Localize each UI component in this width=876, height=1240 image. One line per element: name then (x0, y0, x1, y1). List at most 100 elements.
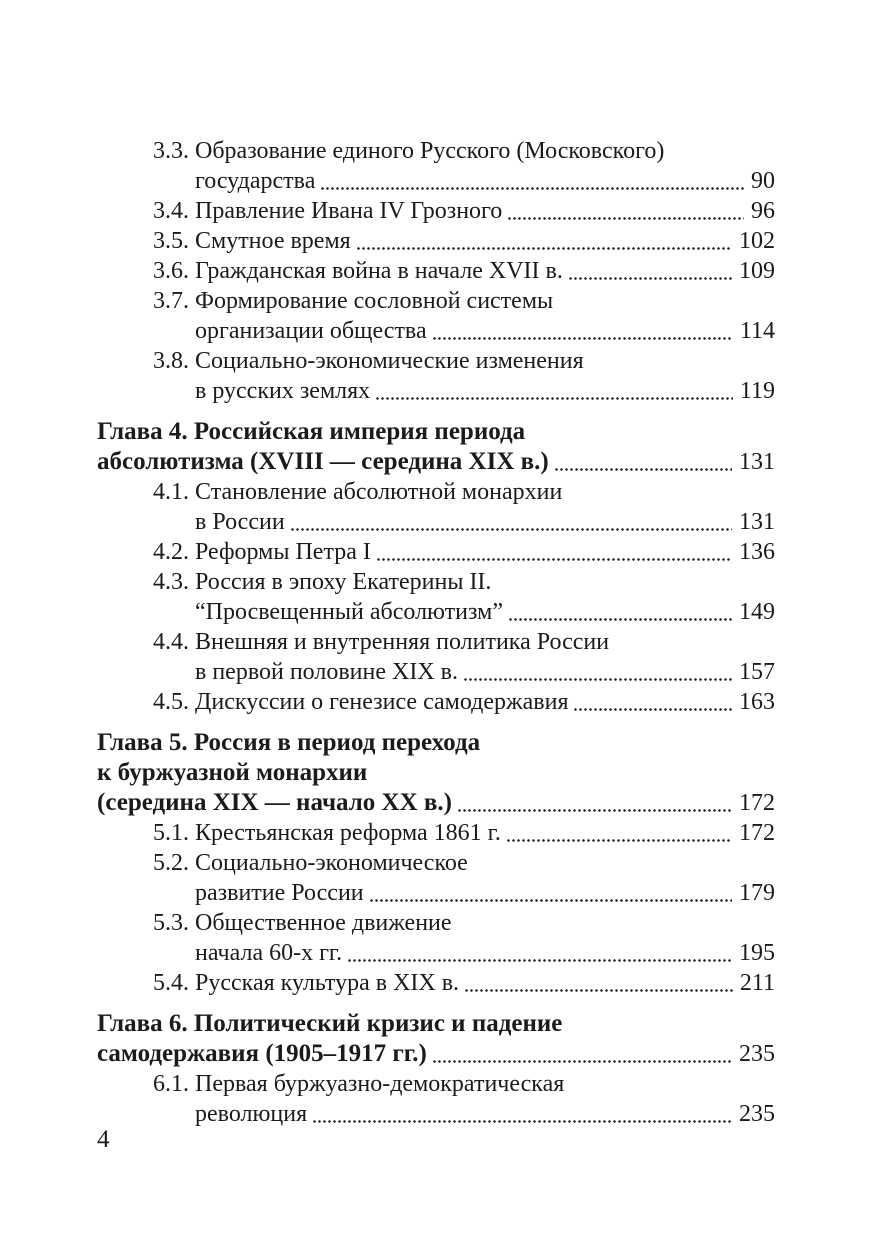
dot-leader (375, 386, 733, 406)
toc-entry-number: 5.1. (153, 820, 189, 846)
toc-line: 4.4. Внешняя и внутренняя политика России (153, 627, 775, 657)
toc-line: 3.5. Смутное время 102 (153, 226, 775, 256)
table-of-contents: 3.3. Образование единого Русского (Москов… (97, 136, 775, 1129)
toc-entry-title: развитие России (195, 880, 364, 906)
toc-entry-title: Реформы Петра I (195, 539, 371, 565)
toc-entry-number: 4.5. (153, 689, 189, 715)
toc-entry-title: к буржуазной монархии (97, 759, 368, 786)
toc-sub-entry: 3.7. Формирование сословной системы органи… (153, 286, 775, 346)
toc-entry-title: Социально-экономическое (195, 850, 468, 876)
toc-line: развитие России 179 (153, 878, 775, 908)
toc-entry-title: Правление Ивана IV Грозного (195, 198, 503, 224)
dot-leader (507, 607, 732, 627)
toc-entry-number: 5.3. (153, 910, 189, 936)
toc-page-number: 163 (739, 689, 775, 715)
dot-leader (505, 828, 732, 848)
toc-line: 5.4. Русская культура в XIX в. 211 (153, 968, 775, 998)
toc-entry-title: начала 60-х гг. (195, 940, 343, 966)
toc-entry-title: организации общества (195, 318, 427, 344)
toc-page-number: 235 (739, 1041, 775, 1067)
toc-entry-title: Социально-экономические изменения (195, 348, 584, 374)
toc-line: 4.1. Становление абсолютной монархии (153, 477, 775, 507)
page-number: 4 (97, 1126, 110, 1153)
toc-line: 3.4. Правление Ивана IV Грозного 96 (153, 196, 775, 226)
toc-line: Глава 5. Россия в период перехода (97, 728, 775, 758)
toc-entry-title: в России (195, 509, 285, 535)
toc-page-number: 102 (739, 228, 775, 254)
toc-page-number: 96 (751, 198, 775, 224)
dot-leader (573, 697, 732, 717)
toc-sub-entry: 5.3. Общественное движение начала 60-х гг.… (153, 908, 775, 968)
toc-line: в русских землях 119 (153, 376, 775, 406)
toc-entry-number: 3.8. (153, 348, 189, 374)
toc-page-number: 172 (739, 820, 775, 846)
toc-entry-title: Образование единого Русского (Московског… (195, 138, 665, 164)
toc-sub-entry: 4.5. Дискуссии о генезисе самодержавия 16… (153, 687, 775, 717)
dot-leader (320, 176, 744, 196)
toc-line: 5.1. Крестьянская реформа 1861 г. 172 (153, 818, 775, 848)
toc-line: “Просвещенный абсолютизм” 149 (153, 597, 775, 627)
dot-leader (567, 266, 732, 286)
toc-entry-title: в русских землях (195, 378, 371, 404)
toc-entry-number: 3.3. (153, 138, 189, 164)
dot-leader (347, 948, 732, 968)
toc-line: (середина XIX — начало XX в.) 172 (97, 788, 775, 818)
toc-chapter-entry: Глава 5. Россия в период перехода к буржу… (97, 728, 775, 818)
toc-entry-title: Становление абсолютной монархии (195, 479, 563, 505)
toc-entry-number: 3.7. (153, 288, 189, 314)
toc-chapter-entry: Глава 4. Российская империя периода абсол… (97, 417, 775, 477)
toc-entry-title: государства (195, 168, 316, 194)
toc-sub-entry: 4.3. Россия в эпоху Екатерины II. “Просвещ… (153, 567, 775, 627)
toc-page-number: 211 (739, 970, 775, 996)
toc-page-number: 136 (739, 539, 775, 565)
toc-page-number: 109 (739, 258, 775, 284)
dot-leader (289, 517, 732, 537)
toc-entry-number: 4.3. (153, 569, 189, 595)
toc-sub-entry: 3.4. Правление Ивана IV Грозного 96 (153, 196, 775, 226)
toc-entry-title: “Просвещенный абсолютизм” (195, 599, 503, 625)
toc-entry-title: Дискуссии о генезисе самодержавия (195, 689, 569, 715)
toc-line: Глава 4. Российская империя периода (97, 417, 775, 447)
toc-entry-number: 5.4. (153, 970, 189, 996)
toc-entry-title: Формирование сословной системы (195, 288, 554, 314)
toc-line: 3.8. Социально-экономические изменения (153, 346, 775, 376)
toc-page-number: 149 (739, 599, 775, 625)
toc-line: 3.7. Формирование сословной системы (153, 286, 775, 316)
toc-sub-entry: 5.1. Крестьянская реформа 1861 г. 172 (153, 818, 775, 848)
dot-leader (431, 1049, 732, 1069)
toc-line: начала 60-х гг. 195 (153, 938, 775, 968)
toc-page-number: 131 (739, 449, 775, 475)
toc-entry-title: революция (195, 1101, 308, 1127)
toc-line: в первой половине XIX в. 157 (153, 657, 775, 687)
toc-sub-entry: 3.3. Образование единого Русского (Москов… (153, 136, 775, 196)
toc-page-number: 131 (739, 509, 775, 535)
toc-sub-entry: 3.8. Социально-экономические изменения в р… (153, 346, 775, 406)
toc-line: 3.6. Гражданская война в начале XVII в. 1… (153, 256, 775, 286)
dot-leader (553, 457, 732, 477)
toc-page-number: 114 (739, 318, 775, 344)
toc-line: 4.5. Дискуссии о генезисе самодержавия 16… (153, 687, 775, 717)
toc-entry-number: 3.5. (153, 228, 189, 254)
toc-line: организации общества 114 (153, 316, 775, 346)
toc-page-number: 119 (739, 378, 775, 404)
toc-line: абсолютизма (XVIII — середина XIX в.) 131 (97, 447, 775, 477)
toc-sub-entry: 3.5. Смутное время 102 (153, 226, 775, 256)
toc-entry-title: Глава 4. Российская империя периода (97, 418, 526, 445)
toc-entry-title: Глава 5. Россия в период перехода (97, 729, 481, 756)
toc-line: 4.3. Россия в эпоху Екатерины II. (153, 567, 775, 597)
toc-entry-title: Крестьянская реформа 1861 г. (195, 820, 501, 846)
dot-leader (464, 978, 733, 998)
dot-leader (456, 798, 732, 818)
toc-entry-title: Русская культура в XIX в. (195, 970, 460, 996)
dot-leader (355, 236, 732, 256)
toc-sub-entry: 4.1. Становление абсолютной монархии в Рос… (153, 477, 775, 537)
toc-entry-number: 3.4. (153, 198, 189, 224)
dot-leader (463, 667, 732, 687)
toc-entry-title: Первая буржуазно-демократическая (195, 1071, 565, 1097)
toc-sub-entry: 3.6. Гражданская война в начале XVII в. 1… (153, 256, 775, 286)
toc-chapter-entry: Глава 6. Политический кризис и падение са… (97, 1009, 775, 1069)
toc-entry-title: абсолютизма (XVIII — середина XIX в.) (97, 448, 549, 475)
toc-line: 6.1. Первая буржуазно-демократическая (153, 1069, 775, 1099)
dot-leader (431, 326, 733, 346)
